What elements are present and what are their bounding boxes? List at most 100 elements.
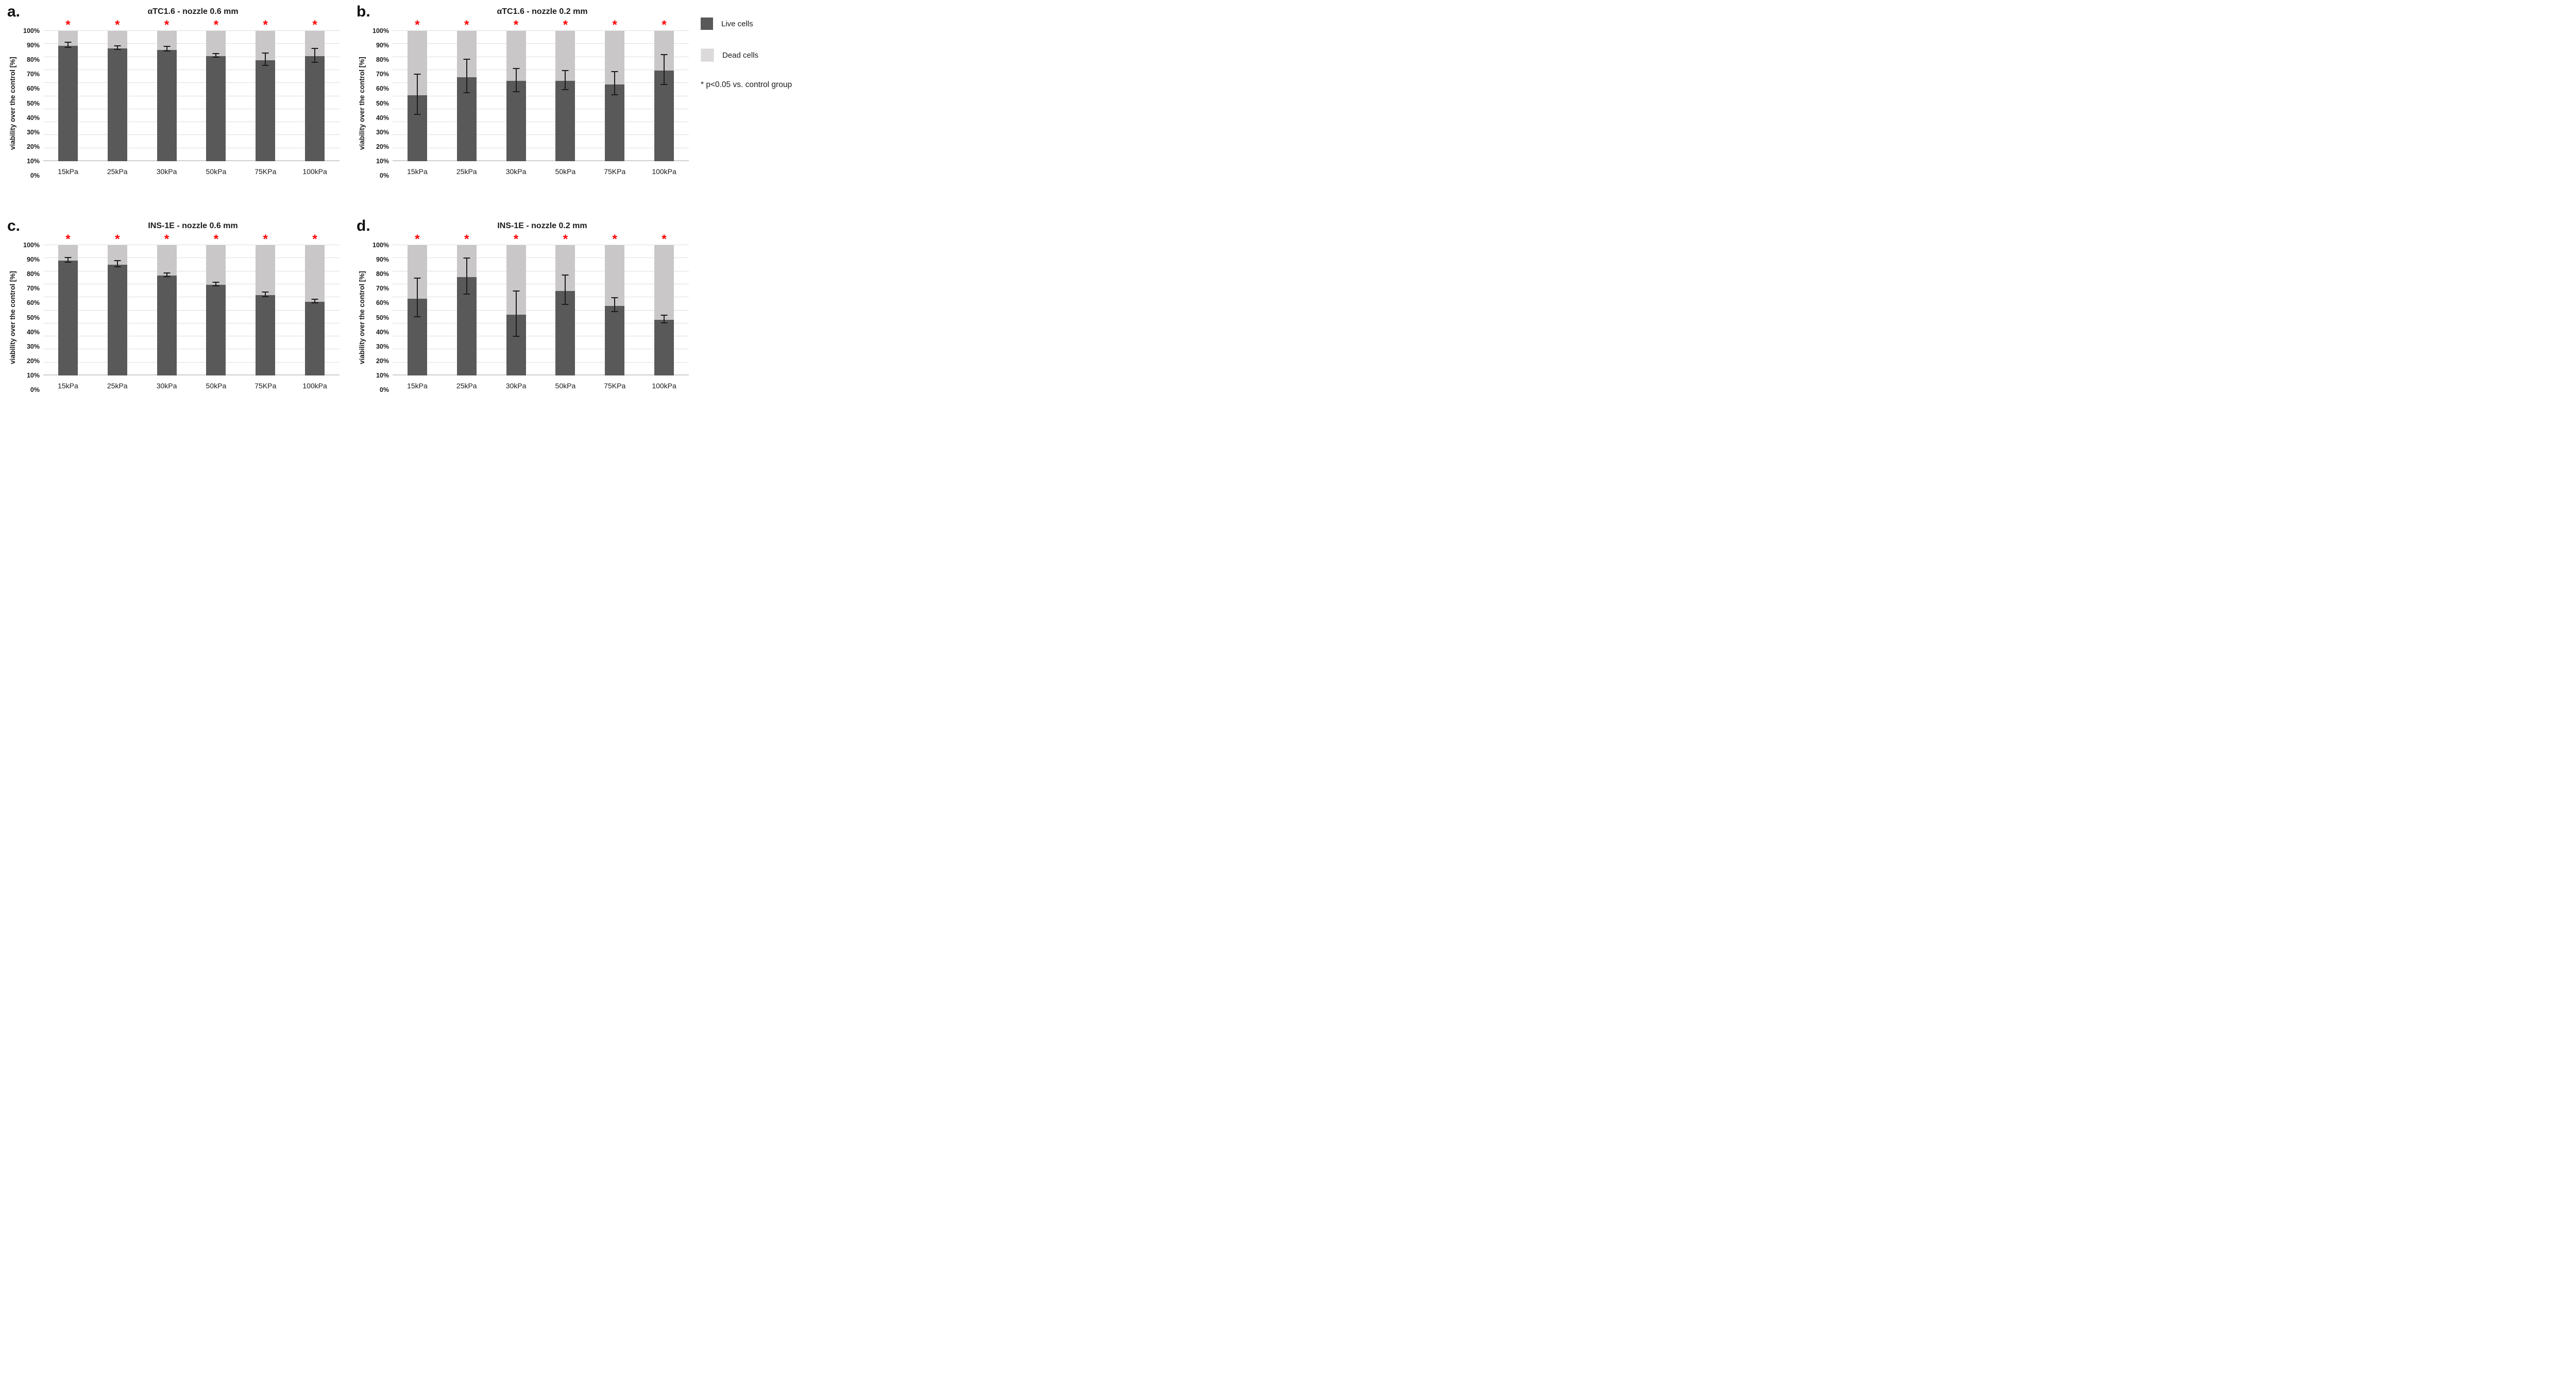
legend: Live cells Dead cells * p<0.05 vs. contr… bbox=[701, 18, 804, 90]
x-tick-label: 100kPa bbox=[652, 382, 676, 390]
y-tick-label: 10% bbox=[376, 371, 389, 379]
y-tick-label: 0% bbox=[30, 172, 40, 179]
plot-wrap: * * * * * * 15kPa 25kPa 30kPa 50kPa 75KPa 100kPa bbox=[43, 233, 345, 390]
error-bar bbox=[414, 74, 421, 115]
y-tick-label: 0% bbox=[379, 386, 389, 393]
y-tick-label: 90% bbox=[376, 256, 389, 264]
x-tick-label: 25kPa bbox=[107, 167, 128, 176]
y-tick-label: 30% bbox=[26, 128, 40, 136]
panel-title: αTC1.6 - nozzle 0.2 mm bbox=[497, 7, 588, 16]
significance-asterisk: * bbox=[513, 232, 519, 246]
y-axis-label: viability over the control [%] bbox=[9, 57, 16, 150]
error-bar bbox=[660, 54, 668, 85]
live-cells-bar bbox=[107, 48, 127, 161]
x-tick-label: 75KPa bbox=[255, 382, 277, 390]
y-tick-label: 80% bbox=[26, 56, 40, 64]
significance-asterisk: * bbox=[263, 232, 268, 246]
y-tick-label: 90% bbox=[26, 42, 40, 49]
bar-slot: * bbox=[492, 233, 541, 375]
y-tick-label: 20% bbox=[26, 357, 40, 365]
bar-slot: * bbox=[639, 19, 689, 161]
bar-slot: * bbox=[241, 19, 290, 161]
live-cells-bar bbox=[206, 56, 226, 161]
y-tick-label: 20% bbox=[26, 143, 40, 150]
bar-slot: * bbox=[393, 233, 442, 375]
error-bar bbox=[414, 278, 421, 318]
y-tick-label: 70% bbox=[26, 285, 40, 293]
bar-slot: * bbox=[191, 233, 241, 375]
panel-body: viability over the control [%] 0% 10% 20% 3… bbox=[7, 233, 345, 393]
y-tick-label: 40% bbox=[26, 328, 40, 336]
x-tick-label: 15kPa bbox=[407, 382, 428, 390]
y-tick-label: 50% bbox=[26, 99, 40, 107]
y-tick-label: 10% bbox=[26, 371, 40, 379]
y-tick-label: 40% bbox=[376, 114, 389, 122]
legend-label: Dead cells bbox=[722, 50, 759, 60]
bar-slot: * bbox=[639, 233, 689, 375]
bar-slot: * bbox=[492, 19, 541, 161]
y-tick-label: 90% bbox=[376, 42, 389, 49]
plot-wrap: * * * * * * 15kPa 25kPa 30kPa 50kPa 75KPa 100kPa bbox=[43, 19, 345, 176]
error-bar bbox=[114, 260, 121, 268]
gridline bbox=[393, 43, 689, 44]
dead-cells-bar bbox=[654, 245, 674, 320]
x-tick-label: 100kPa bbox=[652, 167, 676, 176]
gridline bbox=[393, 30, 689, 31]
dead-cells-bar bbox=[605, 245, 625, 306]
x-tick-label: 100kPa bbox=[302, 382, 327, 390]
significance-asterisk: * bbox=[563, 18, 568, 32]
error-bar bbox=[262, 52, 269, 66]
significance-note: * p<0.05 vs. control group bbox=[701, 80, 792, 89]
x-axis-labels: 15kPa 25kPa 30kPa 50kPa 75KPa 100kPa bbox=[393, 167, 689, 176]
y-axis-ticks: 0% 10% 20% 30% 40% 50% 60% 70% 80% 90% 100% bbox=[368, 242, 393, 393]
gridline bbox=[43, 82, 340, 83]
figure-canvas: a. αTC1.6 - nozzle 0.6 mm viability over… bbox=[0, 0, 808, 427]
panel-title: αTC1.6 - nozzle 0.6 mm bbox=[147, 7, 239, 16]
y-tick-label: 50% bbox=[376, 314, 389, 321]
y-axis-label: viability over the control [%] bbox=[358, 57, 366, 150]
gridline bbox=[393, 82, 689, 83]
dead-cells-bar bbox=[206, 31, 226, 57]
x-axis-labels: 15kPa 25kPa 30kPa 50kPa 75KPa 100kPa bbox=[43, 382, 340, 390]
x-tick-label: 75KPa bbox=[255, 167, 277, 176]
error-bar bbox=[64, 42, 72, 48]
panel-body: viability over the control [%] 0% 10% 20% 3… bbox=[357, 233, 694, 393]
gridline bbox=[393, 160, 689, 161]
live-cells-bar bbox=[605, 84, 625, 161]
bar-slot: * bbox=[442, 19, 492, 161]
legend-item-live: Live cells bbox=[701, 18, 804, 30]
panel-c: c. INS-1E - nozzle 0.6 mm viability over… bbox=[7, 215, 345, 427]
significance-asterisk: * bbox=[65, 18, 71, 32]
panel-body: viability over the control [%] 0% 10% 20% 3… bbox=[357, 19, 694, 179]
bar-slot: * bbox=[590, 19, 639, 161]
x-tick-label: 100kPa bbox=[302, 167, 327, 176]
live-cells-bar bbox=[654, 320, 674, 375]
gridline bbox=[393, 362, 689, 363]
gridline bbox=[43, 374, 340, 375]
error-bar bbox=[513, 67, 520, 92]
bar-slot: * bbox=[393, 19, 442, 161]
y-tick-label: 100% bbox=[372, 27, 389, 35]
y-tick-label: 60% bbox=[376, 299, 389, 307]
significance-asterisk: * bbox=[213, 18, 219, 32]
gridline bbox=[43, 362, 340, 363]
bar-slots: * * * * * * bbox=[43, 233, 340, 375]
dead-cells-bar bbox=[157, 245, 177, 276]
y-tick-label: 0% bbox=[379, 172, 389, 179]
gridline bbox=[393, 134, 689, 135]
x-tick-label: 50kPa bbox=[206, 167, 227, 176]
panel-body: viability over the control [%] 0% 10% 20% 3… bbox=[7, 19, 345, 179]
live-cells-swatch bbox=[701, 18, 713, 30]
error-bar bbox=[611, 71, 618, 96]
significance-asterisk: * bbox=[612, 232, 617, 246]
live-cells-bar bbox=[305, 302, 325, 375]
gridline bbox=[43, 43, 340, 44]
panel-d: d. INS-1E - nozzle 0.2 mm viability over… bbox=[357, 215, 694, 427]
live-cells-bar bbox=[605, 305, 625, 375]
y-tick-label: 20% bbox=[376, 357, 389, 365]
plot-area: * * * * * * bbox=[43, 19, 340, 161]
error-bar bbox=[311, 298, 318, 303]
y-tick-label: 20% bbox=[376, 143, 389, 150]
error-bar bbox=[163, 45, 171, 52]
error-bar bbox=[463, 257, 470, 295]
